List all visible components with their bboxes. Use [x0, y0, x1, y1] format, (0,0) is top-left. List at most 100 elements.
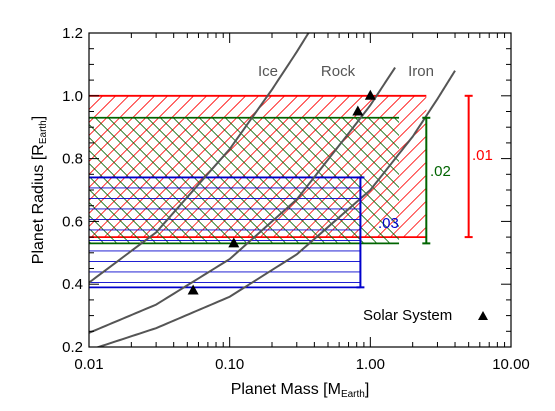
- hatch-line: [468, 96, 555, 237]
- hatch-line: [238, 117, 365, 244]
- hatch-line: [89, 95, 181, 189]
- hatch-line: [130, 95, 272, 238]
- hatch-line: [147, 117, 274, 244]
- hatched-band: [89, 176, 361, 289]
- hatch-line: [420, 118, 546, 244]
- hatch-line: [89, 188, 144, 244]
- hatch-line: [0, 96, 12, 237]
- hatched-band: [0, 94, 555, 239]
- hatch-line: [212, 117, 339, 244]
- hatch-line: [533, 96, 555, 237]
- hatch-line: [446, 118, 555, 244]
- composition-curves: [89, 33, 456, 347]
- hatch-line: [121, 117, 248, 244]
- x-axis-title: Planet Mass [MEarth]: [231, 381, 370, 400]
- plot-frame: [88, 32, 512, 348]
- hatch-line: [325, 135, 427, 238]
- hatch-line: [89, 95, 155, 163]
- hatch-line: [234, 95, 376, 238]
- hatch-line: [455, 96, 555, 237]
- x-axis-ticks: 0.01 0.10 1.00 10.00: [74, 33, 530, 373]
- hatch-line: [89, 95, 220, 228]
- hatch-line: [485, 118, 555, 244]
- hatch-line: [160, 117, 287, 244]
- error-bar-label: .03: [378, 215, 399, 232]
- hatch-line: [520, 96, 555, 237]
- curve-label-rock: Rock: [321, 63, 356, 80]
- x-tick-label: 10.00: [492, 356, 530, 373]
- hatch-line: [108, 117, 235, 244]
- hatch-line: [433, 118, 555, 244]
- solar-system-points: [187, 89, 376, 295]
- hatch-line: [338, 148, 427, 238]
- hatch-line: [117, 95, 259, 238]
- hatch-line: [0, 96, 25, 237]
- hatch-line: [104, 95, 246, 238]
- hatch-line: [368, 117, 400, 150]
- hatched-bands: [0, 94, 555, 289]
- y-tick-label: 0.6: [62, 213, 83, 230]
- hatch-line: [195, 95, 337, 238]
- legend-label: Solar System: [363, 307, 452, 324]
- y-tick-label: 1.2: [62, 25, 83, 42]
- hatch-line: [260, 95, 402, 238]
- hatch-line: [507, 96, 555, 237]
- curve-label-ice: Ice: [258, 63, 278, 80]
- error-bar-label: .01: [472, 147, 493, 164]
- solar-system-point: [228, 237, 240, 248]
- hatch-line: [316, 117, 400, 202]
- solar-system-point: [187, 284, 199, 295]
- hatch-line: [459, 118, 555, 244]
- hatch-line: [89, 201, 131, 244]
- hatch-line: [546, 96, 555, 237]
- curve-iron: [95, 70, 456, 347]
- hatch-line: [208, 95, 350, 238]
- hatch-lines: [0, 117, 555, 244]
- solar-system-point: [352, 105, 364, 116]
- hatch-line: [0, 118, 26, 244]
- hatch-line: [277, 117, 400, 241]
- hatch-lines: [89, 177, 361, 283]
- hatch-line: [89, 95, 194, 202]
- error-bar-label: .02: [430, 163, 451, 180]
- solar-system-point: [364, 89, 376, 100]
- hatch-line: [511, 118, 555, 244]
- legend: Solar System: [363, 307, 488, 324]
- hatch-line: [329, 117, 400, 189]
- hatch-line: [89, 149, 183, 244]
- hatch-line: [89, 95, 116, 124]
- error-bar: [422, 116, 431, 245]
- hatch-line: [221, 95, 363, 238]
- hatch-line: [286, 96, 427, 238]
- x-tick-label: 1.00: [356, 356, 385, 373]
- hatch-line: [494, 96, 555, 237]
- hatch-line: [0, 118, 13, 244]
- hatch-line: [89, 214, 118, 244]
- hatch-line: [95, 117, 222, 244]
- y-tick-label: 0.2: [62, 339, 83, 356]
- hatch-line: [186, 117, 313, 244]
- hatch-line: [550, 118, 555, 244]
- hatch-line: [273, 95, 415, 238]
- hatched-band: [0, 116, 555, 245]
- hatch-line: [498, 118, 555, 244]
- y-axis-ticks: 0.2 0.4 0.6 0.8 1.0 1.2: [62, 25, 511, 356]
- hatch-line: [524, 118, 555, 244]
- hatch-line: [182, 95, 324, 238]
- hatch-line: [89, 95, 142, 150]
- hatch-line: [342, 117, 400, 176]
- hatch-line: [351, 161, 427, 238]
- curve-label-iron: Iron: [408, 63, 434, 80]
- hatch-lines: [0, 95, 555, 238]
- hatch-line: [247, 95, 389, 238]
- curve-rock: [89, 66, 396, 334]
- hatch-line: [251, 117, 378, 244]
- hatch-line: [199, 117, 326, 244]
- hatch-line: [91, 95, 233, 238]
- hatch-line: [481, 96, 555, 237]
- error-bar: [356, 176, 365, 289]
- hatch-line: [312, 122, 427, 238]
- hatch-line: [303, 117, 400, 215]
- hatch-line: [89, 95, 168, 176]
- hatch-line: [355, 117, 400, 163]
